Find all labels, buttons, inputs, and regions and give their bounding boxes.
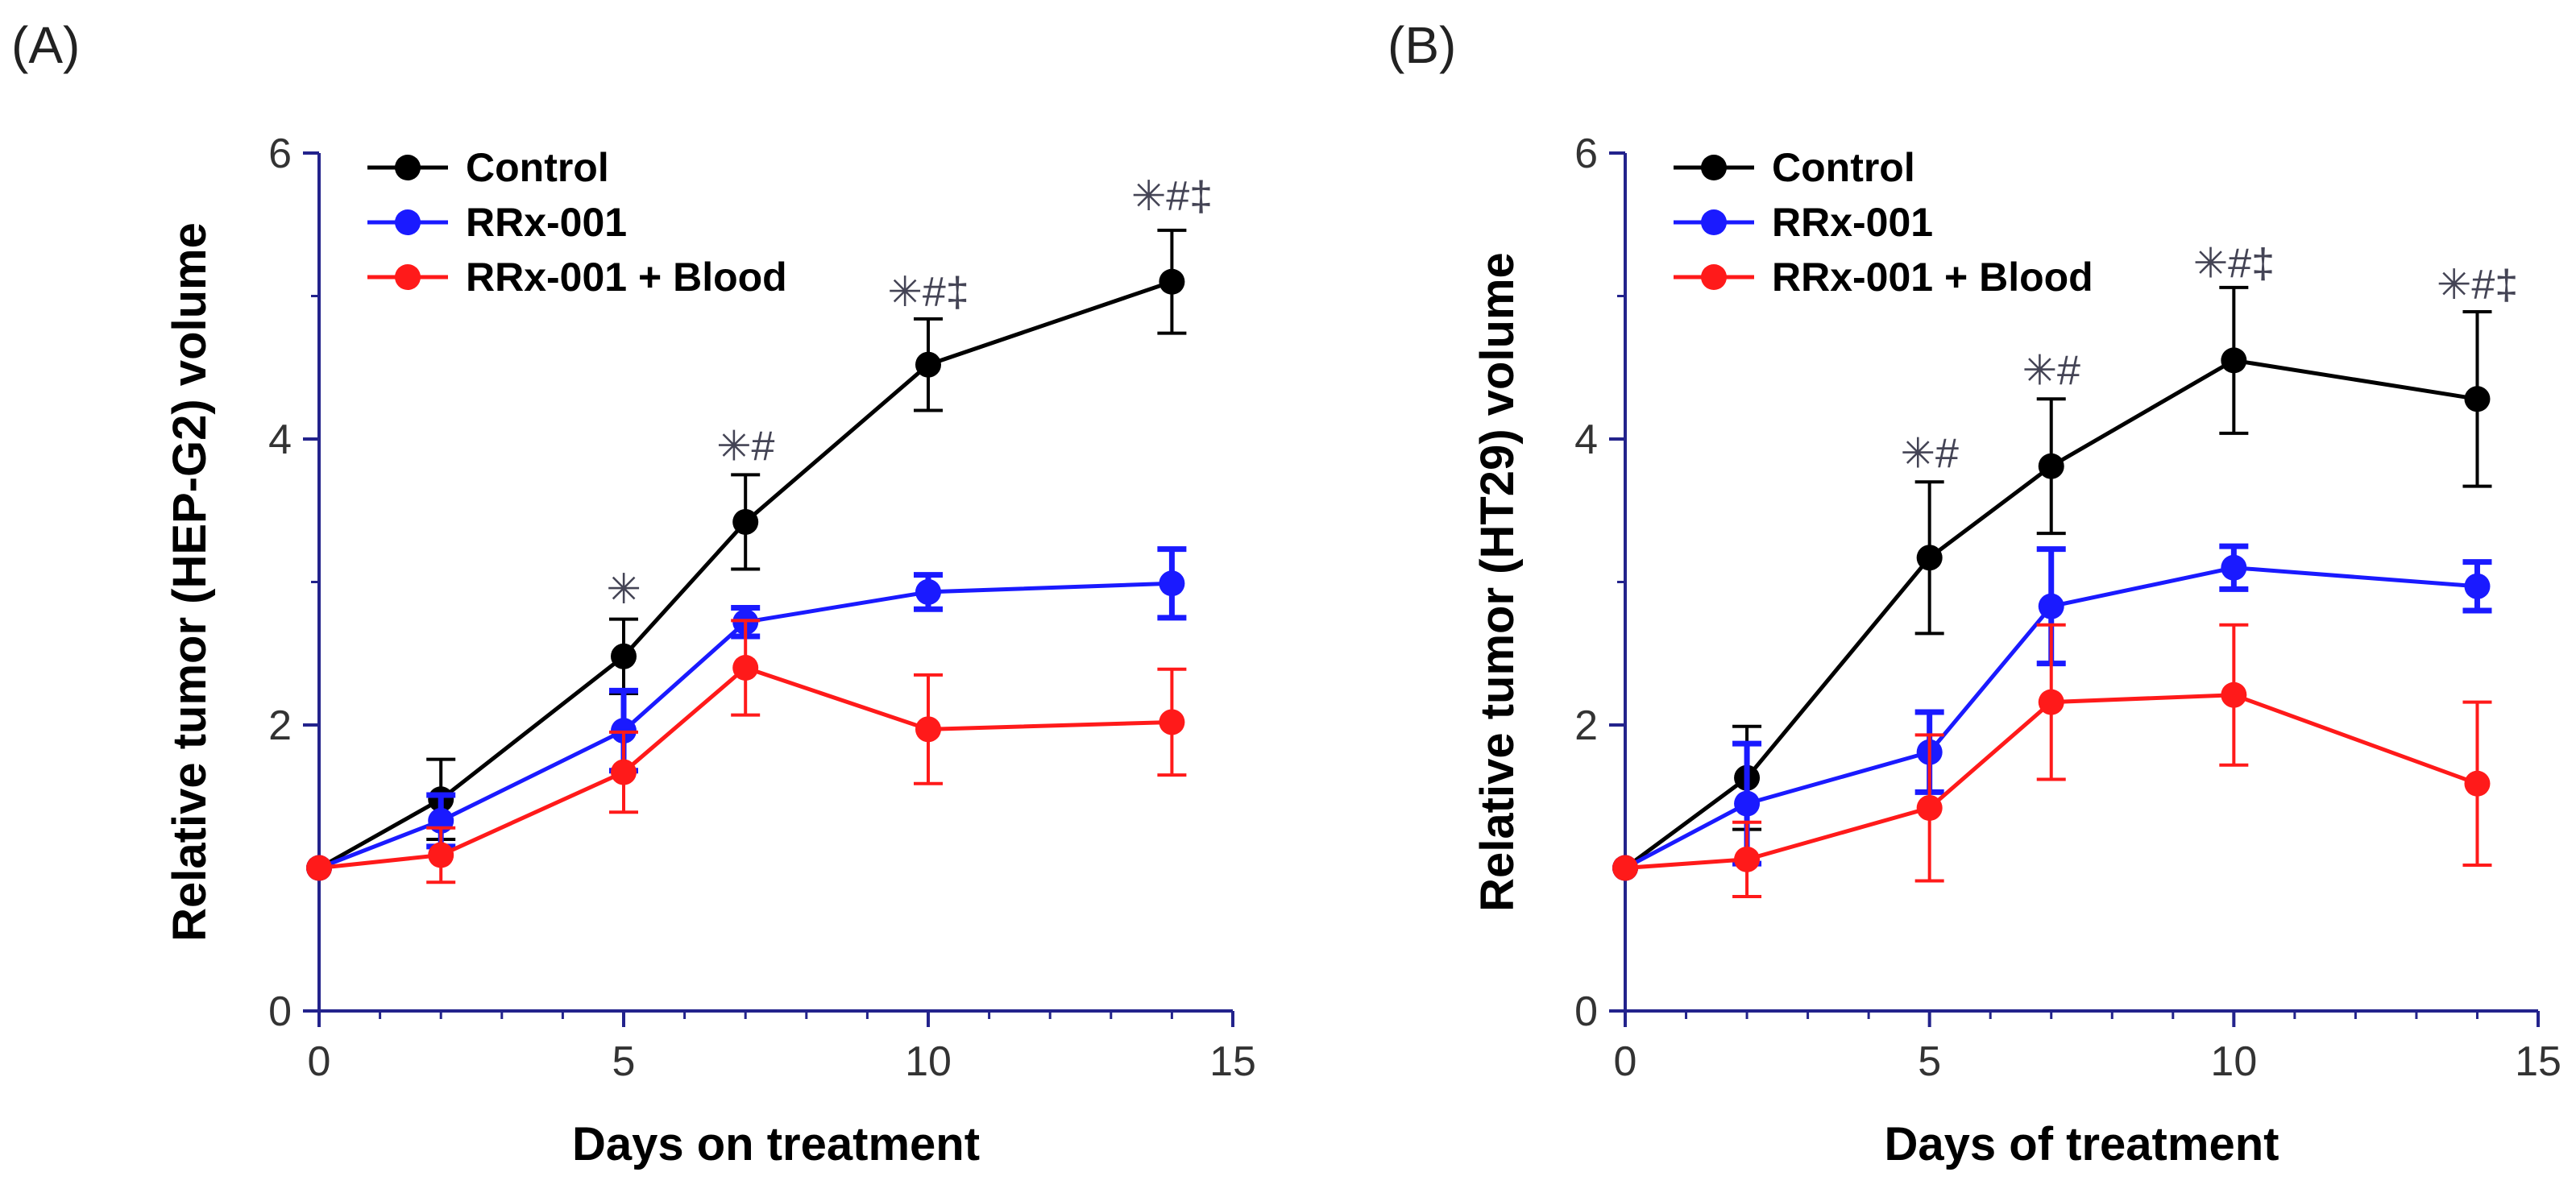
- data-point: [1734, 790, 1761, 817]
- data-point: [2038, 689, 2064, 715]
- x-tick-label: 15: [2515, 1038, 2561, 1085]
- legend-label: Control: [1772, 145, 1915, 190]
- y-axis-title: Relative tumor (HT29) volume: [1471, 252, 1524, 912]
- significance-annotation: ✳#: [1900, 431, 1959, 478]
- data-point: [2221, 554, 2247, 581]
- series-line: [1624, 565, 2478, 870]
- y-tick-label: 6: [1574, 130, 1598, 177]
- x-axis-title: Days on treatment: [572, 1118, 980, 1170]
- x-tick-label: 5: [612, 1038, 636, 1085]
- series-line: [318, 665, 1172, 870]
- data-point: [1159, 268, 1185, 295]
- data-point: [915, 578, 941, 605]
- y-tick-label: 2: [268, 702, 292, 749]
- panel-a: (A) 0 5 10 15 0 2 4 6 Days on treatment Relative t…: [11, 16, 1256, 1170]
- x-tick-label: 0: [1614, 1038, 1637, 1085]
- y-tick-label: 6: [268, 130, 292, 177]
- data-point: [915, 351, 941, 378]
- x-tick-label: 5: [1918, 1038, 1941, 1085]
- x-tick-label: 10: [905, 1038, 952, 1085]
- data-point: [428, 842, 454, 868]
- legend-label: Control: [466, 145, 609, 190]
- significance-annotation: ✳: [606, 566, 641, 613]
- data-point: [2464, 386, 2491, 412]
- data-point: [732, 655, 759, 681]
- data-point: [611, 759, 637, 785]
- legend-label: RRx-001 + Blood: [1772, 255, 2093, 300]
- data-point: [2464, 770, 2491, 797]
- y-tick-label: 0: [268, 988, 292, 1035]
- data-point: [1612, 855, 1638, 881]
- data-point: [2221, 681, 2247, 708]
- data-point: [1916, 794, 1943, 821]
- data-point: [1159, 570, 1185, 597]
- x-axis-title: Days of treatment: [1885, 1118, 2279, 1170]
- legend-marker: [1701, 264, 1727, 290]
- legend-marker: [1701, 155, 1727, 180]
- y-tick-label: 4: [268, 416, 292, 463]
- x-tick-label: 15: [1209, 1038, 1256, 1085]
- y-tick-label: 2: [1574, 702, 1598, 749]
- significance-annotation: ✳#‡: [2437, 262, 2518, 309]
- data-point: [2464, 573, 2491, 599]
- data-point: [1916, 545, 1943, 571]
- significance-annotation: ✳#: [716, 424, 775, 470]
- series-line: [317, 280, 1173, 870]
- data-point: [2221, 347, 2247, 374]
- y-axis-title: Relative tumor (HEP-G2) volume: [164, 222, 216, 942]
- series-line: [318, 581, 1172, 870]
- legend-marker: [395, 155, 421, 180]
- significance-annotation: ✳#‡: [1131, 173, 1213, 220]
- significance-annotation: ✳#‡: [887, 269, 969, 316]
- data-point: [2038, 453, 2064, 479]
- series-line: [1624, 693, 2479, 870]
- legend-label: RRx-001: [1772, 200, 1933, 245]
- series-line: [1624, 358, 2478, 870]
- legend-label: RRx-001: [466, 200, 627, 245]
- data-point: [2038, 593, 2064, 619]
- legend-marker: [395, 209, 421, 235]
- y-tick-label: 0: [1574, 988, 1598, 1035]
- x-tick-label: 10: [2210, 1038, 2257, 1085]
- panel-b: (B) 0 5 10 15 0 2 4 6 Days of treatment Relative t…: [1388, 16, 2561, 1170]
- x-tick-label: 0: [308, 1038, 331, 1085]
- legend-marker: [395, 264, 421, 290]
- legend-marker: [1701, 209, 1727, 235]
- significance-annotation: ✳#‡: [2193, 240, 2275, 287]
- panel-label: (B): [1388, 16, 1456, 74]
- data-point: [611, 643, 637, 669]
- panel-label: (A): [11, 16, 80, 74]
- data-point: [732, 508, 759, 535]
- legend-label: RRx-001 + Blood: [466, 255, 787, 300]
- data-point: [306, 855, 332, 881]
- data-point: [915, 716, 941, 743]
- significance-annotation: ✳#: [2022, 348, 2080, 395]
- data-point: [1734, 846, 1761, 872]
- y-tick-label: 4: [1574, 416, 1598, 463]
- data-point: [1159, 709, 1185, 735]
